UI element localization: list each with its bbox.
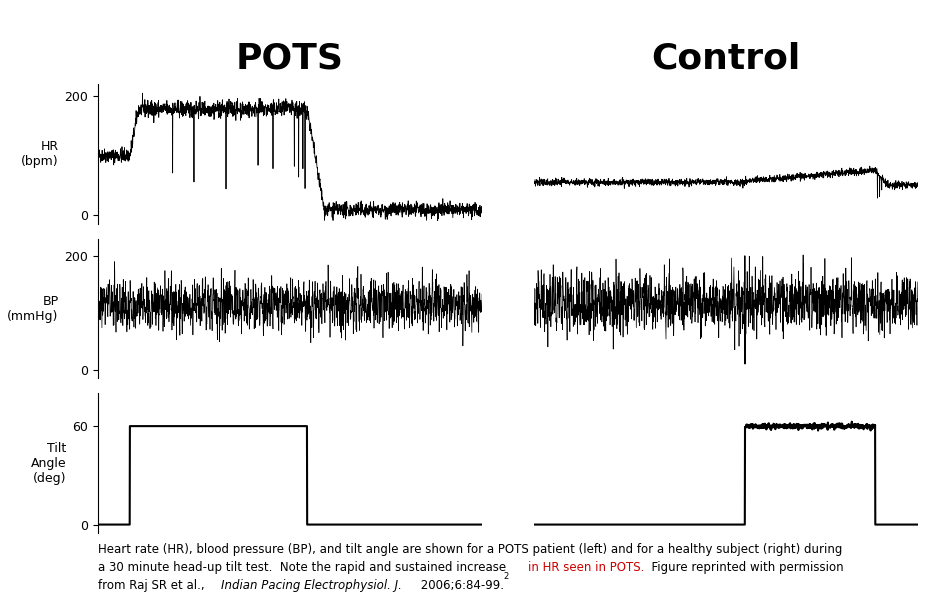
Y-axis label: HR
(bpm): HR (bpm) xyxy=(21,140,59,168)
Text: Indian Pacing Electrophysiol. J.: Indian Pacing Electrophysiol. J. xyxy=(221,579,402,592)
Text: 2006;6:84-99.: 2006;6:84-99. xyxy=(418,579,504,592)
Text: POTS: POTS xyxy=(236,42,344,76)
Text: in HR seen in POTS.: in HR seen in POTS. xyxy=(528,561,644,574)
Y-axis label: Tilt
Angle
(deg): Tilt Angle (deg) xyxy=(31,441,67,485)
Y-axis label: BP
(mmHg): BP (mmHg) xyxy=(7,294,59,323)
Text: FIGURE 1: FIGURE 1 xyxy=(11,14,104,31)
Text: a 30 minute head-up tilt test.  Note the rapid and sustained increase: a 30 minute head-up tilt test. Note the … xyxy=(98,561,510,574)
Text: Figure reprinted with permission: Figure reprinted with permission xyxy=(644,561,843,574)
Text: Heart rate (HR), blood pressure (BP), and tilt angle are shown for a POTS patien: Heart rate (HR), blood pressure (BP), an… xyxy=(98,543,843,556)
Text: from Raj SR et al.,: from Raj SR et al., xyxy=(98,579,208,592)
Text: 2: 2 xyxy=(503,572,508,581)
Text: Control: Control xyxy=(651,42,801,76)
